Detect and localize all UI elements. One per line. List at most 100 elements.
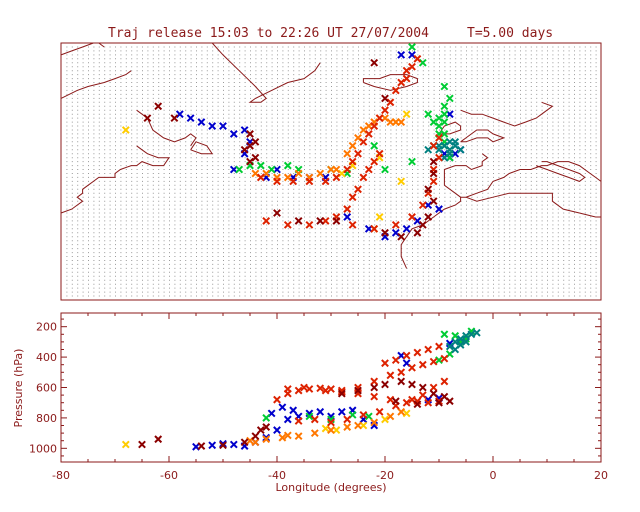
pressure-point-s0-11 (316, 407, 325, 416)
map-point-s0-1 (186, 114, 195, 123)
map-point-s5-22 (283, 220, 292, 229)
pressure-frame (60, 312, 602, 463)
map-point-s6-7 (251, 153, 260, 162)
map-point-s1-18 (418, 58, 427, 67)
pressure-point-s4-12 (283, 431, 292, 440)
map-point-s6-17 (424, 213, 433, 221)
map-point-s5-7 (348, 157, 357, 166)
map-point-s5-9 (359, 137, 368, 146)
map-trajectory-points (121, 43, 465, 241)
map-point-s6-14 (397, 232, 406, 241)
pressure-point-s6-3 (219, 441, 227, 450)
pressure-point-s5-40 (413, 348, 422, 357)
pressure-point-s4-10 (397, 407, 406, 416)
map-point-s6-19 (424, 185, 433, 194)
y-axis-label: Pressure (hPa) (12, 349, 25, 428)
pressure-point-s5-18 (337, 388, 346, 396)
coastline-1 (60, 42, 105, 56)
map-point-s0-3 (208, 122, 217, 130)
pressure-point-s5-37 (381, 359, 389, 368)
map-point-s2-9 (424, 145, 433, 154)
pressure-point-s2-7 (462, 337, 470, 346)
map-point-s2-8 (435, 145, 443, 154)
map-grid-dots (66, 46, 597, 297)
map-point-s6-12 (332, 217, 341, 225)
chart-subtitle: T=5.00 days (467, 26, 553, 41)
map-point-s6-10 (294, 217, 303, 225)
pressure-point-s4-1 (262, 435, 271, 444)
pressure-point-s0-1 (208, 441, 217, 450)
pressure-point-s1-5 (451, 331, 460, 340)
map-point-s5-0 (256, 173, 265, 182)
pressure-point-s5-17 (321, 386, 330, 395)
map-point-s1-11 (435, 122, 443, 130)
pressure-point-s4-4 (310, 429, 319, 438)
map-point-s2-11 (445, 145, 454, 154)
pressure-point-s2-1 (451, 337, 460, 346)
coastline-14 (536, 161, 586, 182)
pressure-point-s5-5 (327, 385, 335, 393)
map-point-s5-16 (397, 78, 406, 87)
map-point-s5-21 (262, 217, 271, 225)
map-point-s6-3 (246, 130, 254, 138)
map-point-s0-29 (408, 50, 416, 59)
pressure-point-s5-3 (305, 385, 314, 393)
pressure-point-s6-12 (397, 377, 406, 386)
pressure-point-s4-11 (251, 438, 260, 447)
pressure-point-s6-0 (138, 440, 146, 449)
map-point-s6-15 (413, 228, 422, 237)
pressure-point-s5-30 (359, 410, 368, 419)
map-point-s5-4 (321, 177, 330, 186)
map-point-s4-9 (343, 149, 352, 158)
pressure-point-s1-4 (440, 330, 449, 339)
map-point-s5-3 (305, 177, 314, 186)
pressure-point-s5-8 (370, 377, 379, 386)
map-point-s5-26 (343, 205, 352, 213)
map-point-s1-17 (408, 43, 416, 51)
map-point-s0-22 (435, 205, 443, 213)
pressure-point-s1-3 (364, 412, 373, 421)
map-point-s5-13 (381, 106, 389, 115)
pressure-point-s1-0 (305, 412, 314, 421)
map-point-s2-5 (451, 141, 460, 150)
pressure-point-s6-7 (262, 423, 271, 431)
map-point-s1-19 (440, 82, 449, 91)
pressure-point-s4-7 (354, 421, 362, 430)
pressure-point-s3-5 (402, 409, 411, 418)
pressure-point-s4-8 (370, 418, 379, 427)
coastline-10 (438, 121, 462, 135)
pressure-point-s6-8 (337, 389, 346, 398)
map-point-s5-32 (375, 149, 384, 158)
pressure-point-s6-14 (418, 383, 427, 392)
map-point-s4-19 (397, 118, 406, 126)
pressure-point-s6-17 (445, 397, 454, 406)
map-point-s5-30 (364, 165, 373, 174)
map-frame (60, 42, 602, 301)
pressure-point-s0-7 (273, 426, 281, 434)
map-point-s6-5 (246, 141, 254, 150)
map-point-s5-10 (364, 130, 373, 138)
pressure-point-s5-11 (408, 363, 416, 372)
x-tick-label: -40 (268, 469, 286, 482)
map-point-s5-8 (354, 149, 362, 158)
x-tick-label: 0 (490, 469, 497, 482)
chart-title: Traj release 15:03 to 22:26 UT 27/07/200… (108, 26, 429, 41)
grid-dots (66, 46, 597, 297)
map-point-s1-20 (445, 94, 454, 103)
pressure-point-s1-11 (262, 414, 271, 422)
map-point-s5-28 (354, 185, 362, 194)
pressure-point-s3-1 (321, 424, 330, 433)
pressure-point-s4-3 (294, 432, 303, 441)
map-point-s5-17 (402, 74, 411, 83)
map-point-s2-2 (440, 141, 449, 150)
pressure-point-s0-8 (283, 415, 292, 424)
map-point-s5-1 (273, 177, 281, 186)
map-point-s1-21 (440, 102, 449, 111)
pressure-point-s0-3 (229, 440, 238, 449)
map-point-s6-13 (381, 228, 389, 237)
map-point-s5-36 (408, 213, 416, 221)
map-point-s5-18 (402, 66, 411, 75)
x-tick-label: -80 (52, 469, 70, 482)
map-point-s1-22 (440, 110, 449, 119)
